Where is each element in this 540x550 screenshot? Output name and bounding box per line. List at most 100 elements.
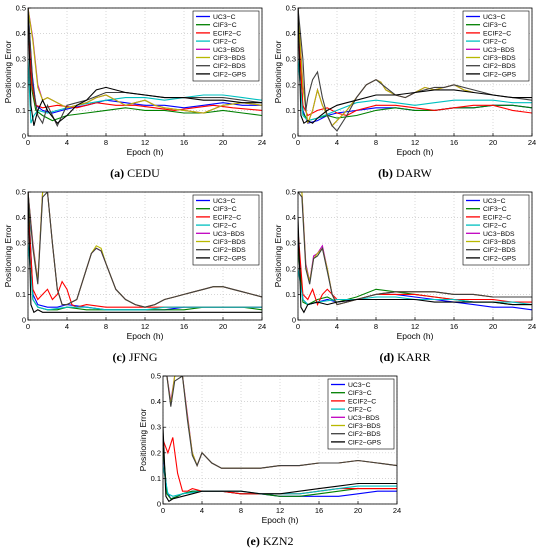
- legend-label: ECIF2−C: [483, 214, 511, 221]
- x-tick-label: 24: [258, 138, 266, 147]
- legend-label: CIF2−C: [213, 223, 237, 230]
- y-tick-label: 0.1: [286, 106, 296, 115]
- y-axis-label: Positioning Error: [3, 40, 13, 103]
- caption-b: (b) DARW: [295, 166, 515, 181]
- x-tick-label: 20: [354, 506, 362, 515]
- y-tick-label: 0.5: [286, 188, 296, 197]
- y-tick-label: 0.4: [286, 29, 296, 38]
- caption-e-letter: (e): [246, 534, 260, 548]
- series-line-6: [28, 8, 262, 128]
- caption-e: (e) KZN2: [160, 534, 380, 549]
- legend-label: UC3−BDS: [483, 231, 515, 238]
- series-line-7: [298, 217, 532, 314]
- y-tick-label: 0.2: [151, 448, 161, 457]
- y-tick-label: 0.1: [151, 474, 161, 483]
- legend-label: CIF2−GPS: [213, 255, 247, 262]
- legend-label: CIF3−C: [348, 390, 372, 397]
- x-tick-label: 8: [239, 506, 243, 515]
- legend-label: CIF2−GPS: [483, 71, 517, 78]
- x-tick-label: 8: [374, 322, 378, 331]
- legend-label: UC3−C: [483, 198, 506, 205]
- legend-label: CIF3−BDS: [348, 423, 381, 430]
- caption-d-letter: (d): [379, 350, 395, 364]
- series-line-7: [163, 427, 397, 503]
- series-line-3: [28, 59, 262, 124]
- legend-label: CIF3−BDS: [213, 55, 246, 62]
- y-tick-label: 0.4: [16, 29, 26, 38]
- chart-a-svg: 0 4 8 12 16 20 24 0 0.1 0.2 0.3 0.4 0.5 Epoch (h) Posi…: [3, 4, 266, 158]
- x-tick-label: 0: [296, 138, 300, 147]
- series-line-3: [298, 59, 532, 122]
- legend-label: CIF2−GPS: [348, 439, 382, 446]
- y-tick-label: 0.3: [286, 239, 296, 248]
- series-line-6: [298, 192, 532, 306]
- legend-label: CIF2−BDS: [213, 247, 246, 254]
- x-tick-label: 16: [450, 322, 458, 331]
- legend-label: CIF3−C: [483, 22, 507, 29]
- x-tick-label: 20: [489, 138, 497, 147]
- y-tick-label: 0.4: [151, 397, 161, 406]
- x-tick-label: 0: [26, 322, 30, 331]
- x-tick-label: 24: [528, 322, 536, 331]
- x-tick-label: 12: [141, 322, 149, 331]
- legend-label: CIF2−C: [483, 39, 507, 46]
- x-tick-label: 16: [315, 506, 323, 515]
- y-tick-label: 0.3: [16, 239, 26, 248]
- x-axis-label: Epoch (h): [127, 331, 164, 341]
- legend-box: [462, 10, 530, 82]
- legend-label: CIF3−BDS: [483, 55, 516, 62]
- legend-label: ECIF2−C: [348, 398, 376, 405]
- y-tick-label: 0.5: [151, 372, 161, 381]
- caption-d: (d) KARR: [295, 350, 515, 365]
- x-tick-label: 12: [411, 138, 419, 147]
- y-tick-label: 0.1: [286, 290, 296, 299]
- chart-panel-a: 0 4 8 12 16 20 24 0 0.1 0.2 0.3 0.4 0.5 Epoch (h) Posi…: [0, 0, 270, 165]
- chart-panel-e: 0 4 8 12 16 20 24 0 0.1 0.2 0.3 0.4 0.5 Epoch (h) Posi…: [135, 368, 405, 533]
- x-tick-label: 16: [180, 322, 188, 331]
- x-axis-label: Epoch (h): [262, 515, 299, 525]
- caption-c: (c) JFNG: [25, 350, 245, 365]
- caption-a-letter: (a): [110, 166, 125, 180]
- legend-label: CIF2−GPS: [483, 255, 517, 262]
- y-tick-label: 0.4: [286, 213, 296, 222]
- x-tick-label: 24: [258, 322, 266, 331]
- series-line-1: [28, 8, 262, 122]
- chart-panel-d: 0 4 8 12 16 20 24 0 0.1 0.2 0.3 0.4 0.5 Epoch (h) Posi…: [270, 184, 540, 349]
- y-tick-label: 0.2: [286, 264, 296, 273]
- y-tick-label: 0.3: [16, 55, 26, 64]
- y-tick-label: 0: [292, 316, 296, 325]
- series-line-6: [298, 8, 532, 132]
- caption-a-name: CEDU: [127, 166, 160, 180]
- legend-label: UC3−BDS: [348, 415, 380, 422]
- legend-label: CIF2−C: [483, 223, 507, 230]
- legend-label: UC3−C: [483, 14, 506, 21]
- series-line-6: [163, 376, 397, 469]
- series-line-6: [28, 192, 262, 308]
- x-tick-label: 4: [65, 138, 69, 147]
- legend-label: ECIF2−C: [213, 30, 241, 37]
- y-tick-label: 0.5: [16, 4, 26, 13]
- y-tick-label: 0.1: [16, 290, 26, 299]
- chart-panel-b: 0 4 8 12 16 20 24 0 0.1 0.2 0.3 0.4 0.5 Epoch (h) Posi…: [270, 0, 540, 165]
- legend-label: CIF2−BDS: [348, 431, 381, 438]
- y-tick-label: 0.1: [16, 106, 26, 115]
- x-tick-label: 12: [411, 322, 419, 331]
- x-tick-label: 24: [393, 506, 401, 515]
- x-tick-label: 20: [489, 322, 497, 331]
- chart-panel-c: 0 4 8 12 16 20 24 0 0.1 0.2 0.3 0.4 0.5 Epoch (h) Posi…: [0, 184, 270, 349]
- chart-e-svg: 0 4 8 12 16 20 24 0 0.1 0.2 0.3 0.4 0.5 Epoch (h) Posi…: [138, 372, 401, 526]
- y-axis-label: Positioning Error: [3, 224, 13, 287]
- y-tick-label: 0.3: [286, 55, 296, 64]
- legend-label: CIF3−C: [213, 22, 237, 29]
- legend-label: CIF2−BDS: [483, 63, 516, 70]
- x-tick-label: 8: [104, 138, 108, 147]
- y-tick-label: 0.2: [16, 80, 26, 89]
- chart-b-svg: 0 4 8 12 16 20 24 0 0.1 0.2 0.3 0.4 0.5 Epoch (h) Posi…: [273, 4, 536, 158]
- legend-box: [462, 194, 530, 266]
- caption-c-name: JFNG: [128, 350, 158, 364]
- series-line-3: [28, 243, 262, 311]
- series-line-5: [28, 8, 262, 114]
- y-tick-label: 0: [22, 132, 26, 141]
- x-axis-label: Epoch (h): [397, 331, 434, 341]
- legend-label: UC3−BDS: [483, 47, 515, 54]
